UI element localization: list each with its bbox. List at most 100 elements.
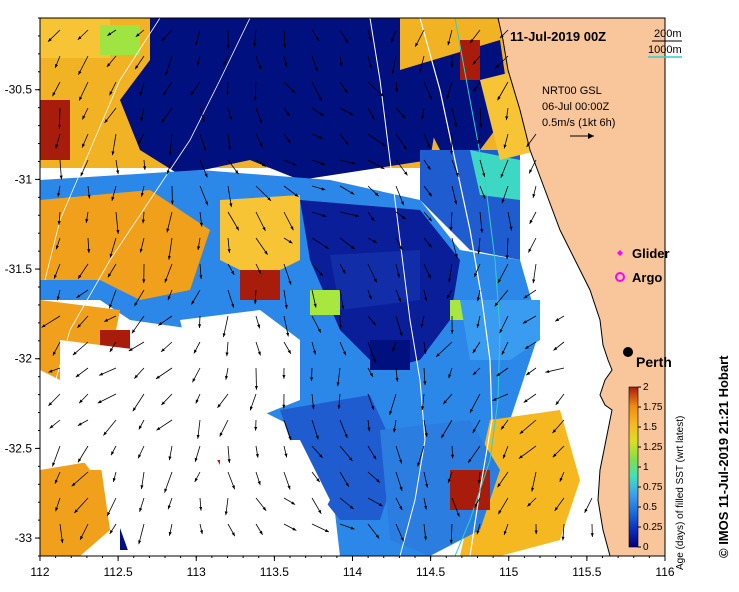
- current-vector-head: [196, 434, 200, 439]
- current-vector-head: [400, 201, 404, 206]
- current-source-label: NRT00 GSL: [542, 85, 602, 97]
- current-vector-head: [339, 62, 343, 67]
- current-vector-head: [427, 165, 431, 170]
- current-vector-head: [321, 162, 326, 166]
- current-vector-head: [482, 194, 486, 199]
- current-vector-head: [60, 539, 64, 544]
- colorbar-tick-label: 1.25: [643, 442, 663, 453]
- sst-age-field: [40, 18, 580, 556]
- current-vector-head: [104, 318, 109, 322]
- current-vector-head: [190, 91, 195, 96]
- current-vector-head: [52, 462, 56, 467]
- y-tick-label: -31: [15, 172, 33, 186]
- current-vector-head: [532, 193, 536, 198]
- current-vector-head: [313, 350, 317, 355]
- current-vector-head: [367, 427, 371, 432]
- current-vector-head: [235, 170, 239, 175]
- current-vector-head: [495, 64, 500, 69]
- current-vector-head: [227, 249, 231, 253]
- current-vector-head: [374, 192, 379, 197]
- current-vector-head: [341, 305, 345, 310]
- current-vector-head: [54, 479, 58, 484]
- current-vector-head: [224, 375, 229, 380]
- current-vector-head: [395, 88, 399, 93]
- current-vector-head: [313, 303, 317, 308]
- current-vector-head: [109, 529, 114, 534]
- contour-deep-1: [49, 18, 251, 401]
- current-vector-head: [283, 44, 287, 48]
- contour-200m-label: 200m: [654, 28, 682, 40]
- current-vector-head: [522, 320, 527, 324]
- current-vector-head: [421, 115, 425, 120]
- current-vector-head: [284, 304, 288, 309]
- current-vector-head: [529, 219, 533, 224]
- current-vector-head: [138, 540, 142, 545]
- current-vector-head: [498, 510, 502, 515]
- current-vector-head: [500, 173, 504, 178]
- current-vector-head: [57, 192, 61, 197]
- current-vector-head: [403, 145, 407, 150]
- current-vector-head: [259, 530, 263, 535]
- current-vector-head: [349, 112, 354, 116]
- current-vector-head: [501, 350, 505, 355]
- current-vector-head: [132, 407, 137, 412]
- current-vector-head: [528, 248, 532, 253]
- current-vector-head: [502, 454, 506, 459]
- current-vector-head: [552, 429, 557, 434]
- current-vector-head: [55, 245, 59, 250]
- current-vector-head: [423, 381, 427, 386]
- current-vector-head: [436, 353, 440, 357]
- x-axis: 112 112.5 113 113.5 114 114.5 115 115.5 116: [30, 556, 675, 579]
- current-vector-head: [526, 371, 531, 376]
- current-vector-head: [167, 296, 171, 301]
- x-tick-label: 115.5: [572, 565, 601, 579]
- current-vector-head: [156, 426, 161, 431]
- current-vector-head: [140, 485, 144, 490]
- contour-1000m-label: 1000m: [648, 44, 682, 56]
- current-vector-head: [448, 278, 452, 283]
- current-vector-head: [226, 91, 230, 96]
- current-scale-label: 0.5m/s (1kt 6h): [542, 117, 615, 129]
- current-vector-head: [54, 274, 57, 279]
- current-vector-head: [231, 532, 235, 537]
- current-vector-head: [292, 162, 297, 166]
- current-vector-head: [111, 196, 115, 201]
- current-vector-head: [559, 477, 563, 482]
- current-vector-head: [107, 511, 111, 516]
- current-vector-head: [195, 399, 199, 404]
- current-vector-head: [167, 505, 171, 510]
- current-vector-head: [261, 163, 266, 167]
- current-vector-head: [315, 36, 320, 41]
- current-vector-head: [107, 32, 112, 36]
- current-vector-head: [344, 434, 348, 439]
- current-vector-head: [424, 433, 428, 437]
- current-vector-head: [82, 143, 86, 148]
- current-vector-head: [419, 68, 423, 73]
- current-vector-head: [287, 485, 291, 490]
- current-vector-head: [503, 144, 507, 149]
- current-vector-head: [401, 215, 406, 220]
- current-vector-head: [97, 400, 102, 404]
- map-title: 11-Jul-2019 00Z: [510, 29, 606, 44]
- current-vector-head: [342, 269, 346, 274]
- current-vector-head: [447, 478, 451, 483]
- current-vector-head: [584, 508, 588, 513]
- current-vector-head: [472, 371, 477, 376]
- current-vector-head: [254, 426, 258, 431]
- current-vector-head: [345, 482, 349, 487]
- current-vector-head: [324, 245, 329, 249]
- current-vector-head: [319, 272, 323, 277]
- current-vector-head: [219, 432, 223, 437]
- current-vector-head: [443, 400, 447, 405]
- current-vector-head: [257, 269, 261, 274]
- current-vector-head: [264, 250, 268, 255]
- current-vector-head: [318, 509, 322, 514]
- current-vector-head: [231, 270, 235, 275]
- current-vector-head: [72, 351, 77, 356]
- current-vector-head: [77, 36, 82, 40]
- current-vector-head: [203, 146, 207, 151]
- current-vector-head: [58, 124, 62, 129]
- current-vector-head: [482, 172, 486, 177]
- current-vector-head: [78, 274, 82, 279]
